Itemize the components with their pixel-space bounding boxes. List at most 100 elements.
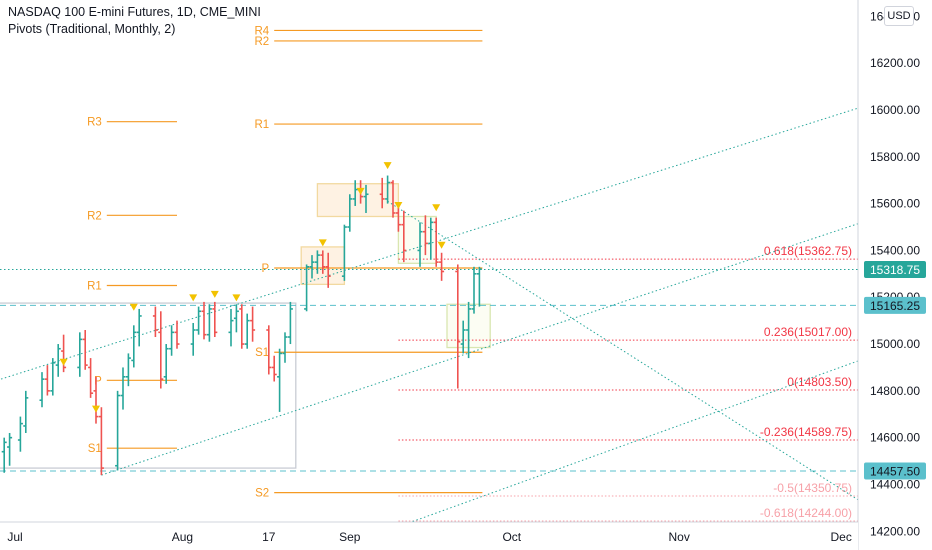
price-bars xyxy=(1,175,482,476)
ohlc-bar xyxy=(352,180,358,206)
ohlc-bar xyxy=(125,353,131,387)
ohlc-bar xyxy=(455,264,461,389)
signal-markers xyxy=(59,162,446,413)
signal-marker xyxy=(92,405,100,413)
fib-level-label: -0.618(14244.00) xyxy=(760,506,852,520)
annotation-boxes xyxy=(0,183,491,469)
currency-button[interactable]: USD xyxy=(884,6,914,26)
ohlc-bar xyxy=(428,217,434,260)
ohlc-bar xyxy=(466,301,472,359)
price-tick-label: 14200.00 xyxy=(870,524,920,538)
price-tick-label: 14600.00 xyxy=(870,431,920,445)
price-tick-label: 15600.00 xyxy=(870,197,920,211)
signal-marker xyxy=(59,358,68,366)
ohlc-bar xyxy=(390,180,396,218)
price-tag-label: 15318.75 xyxy=(870,263,920,277)
time-axis[interactable]: Jul Aug 17 Sep Oct Nov Dec xyxy=(0,521,858,550)
ohlc-bar xyxy=(476,266,482,307)
signal-marker xyxy=(356,187,365,195)
ohlc-bar xyxy=(120,367,126,410)
ohlc-bar xyxy=(206,304,212,342)
ohlc-bar xyxy=(433,217,439,267)
price-tag-bg xyxy=(864,296,926,314)
ohlc-bar xyxy=(169,325,175,356)
ohlc-bar xyxy=(88,358,94,398)
ohlc-bar xyxy=(201,301,207,340)
price-tick-label: 16000.00 xyxy=(870,103,920,117)
fib-level-label: -0.5(14350.75) xyxy=(773,481,852,495)
ohlc-bar xyxy=(131,325,137,368)
pivot-label: S2 xyxy=(255,488,269,500)
chart-legend: NASDAQ 100 E-mini Futures, 1D, CME_MINI … xyxy=(8,4,261,38)
ohlc-bar xyxy=(471,266,477,314)
symbol-title[interactable]: NASDAQ 100 E-mini Futures, 1D, CME_MINI xyxy=(8,5,261,19)
time-tick-label: Nov xyxy=(669,530,690,544)
signal-marker xyxy=(394,201,403,209)
ohlc-bar xyxy=(250,306,256,342)
price-tag-label: 15165.25 xyxy=(870,299,920,313)
ohlc-bar xyxy=(417,222,423,267)
ohlc-bar xyxy=(163,344,169,384)
signal-marker xyxy=(232,294,241,302)
ohlc-bar xyxy=(190,322,196,356)
pivot-label: S1 xyxy=(88,443,102,455)
indicator-title[interactable]: Pivots (Traditional, Monthly, 2) xyxy=(8,22,176,36)
fib-level-label: 0.236(15017.00) xyxy=(764,325,852,339)
time-tick-label: 17 xyxy=(262,530,276,544)
time-tick-label: Jul xyxy=(7,530,22,544)
price-tag-bg xyxy=(864,260,926,278)
signal-marker xyxy=(383,162,392,170)
ohlc-bar xyxy=(277,348,283,412)
ohlc-bar xyxy=(320,250,326,274)
pivot-label: R1 xyxy=(87,281,102,293)
ohlc-bar xyxy=(39,372,45,408)
time-tick-label: Sep xyxy=(339,530,361,544)
ohlc-bar xyxy=(44,365,50,396)
time-tick-label: Oct xyxy=(502,530,521,544)
ohlc-bar xyxy=(439,252,445,281)
ohlc-bar xyxy=(266,325,272,375)
ohlc-bar xyxy=(422,215,428,256)
channel-line xyxy=(0,90,912,380)
price-tick-label: 16200.00 xyxy=(870,56,920,70)
ohlc-bar xyxy=(1,437,7,473)
time-tick-label: Aug xyxy=(172,530,193,544)
ohlc-bar xyxy=(93,376,99,424)
ohlc-bar xyxy=(23,390,29,433)
price-tag-bg xyxy=(864,462,926,480)
price-tick-label: 15800.00 xyxy=(870,150,920,164)
ohlc-bar xyxy=(347,194,353,232)
ohlc-bar xyxy=(50,358,56,396)
ohlc-bar xyxy=(460,320,466,354)
fibonacci-levels: 0.618(15362.75) 0.236(15017.00) 0(14803.50… xyxy=(398,244,858,522)
ohlc-bar xyxy=(314,250,320,274)
ohlc-bar xyxy=(385,175,391,204)
ohlc-bar xyxy=(239,304,245,349)
price-tick-label: 14400.00 xyxy=(870,477,920,491)
annotation-box xyxy=(0,302,297,469)
pivot-levels: R4R3R2R1PS1S2R2R1PS1S2 xyxy=(87,25,483,549)
fib-level-label: -0.236(14589.75) xyxy=(760,425,852,439)
ohlc-bar xyxy=(196,306,202,335)
ohlc-bar xyxy=(115,390,121,471)
annotation-box xyxy=(397,215,437,264)
ohlc-bar xyxy=(325,252,331,288)
signal-marker xyxy=(432,204,441,212)
pivot-label: P xyxy=(94,375,102,387)
signal-marker xyxy=(189,294,198,302)
signal-marker xyxy=(437,241,446,249)
channel-lines xyxy=(0,90,912,550)
price-tags: 15318.75 15165.25 14457.50 xyxy=(864,260,926,480)
ohlc-bar xyxy=(244,313,250,349)
ohlc-bar xyxy=(212,301,218,338)
ohlc-bar xyxy=(271,355,277,382)
pivot-label: R2 xyxy=(254,36,269,48)
ohlc-bar xyxy=(233,304,239,333)
ohlc-bar xyxy=(98,407,104,476)
ohlc-bar xyxy=(282,332,288,363)
price-tag-label: 14457.50 xyxy=(870,465,920,479)
ohlc-bar xyxy=(174,320,180,349)
ohlc-bar xyxy=(17,416,23,452)
